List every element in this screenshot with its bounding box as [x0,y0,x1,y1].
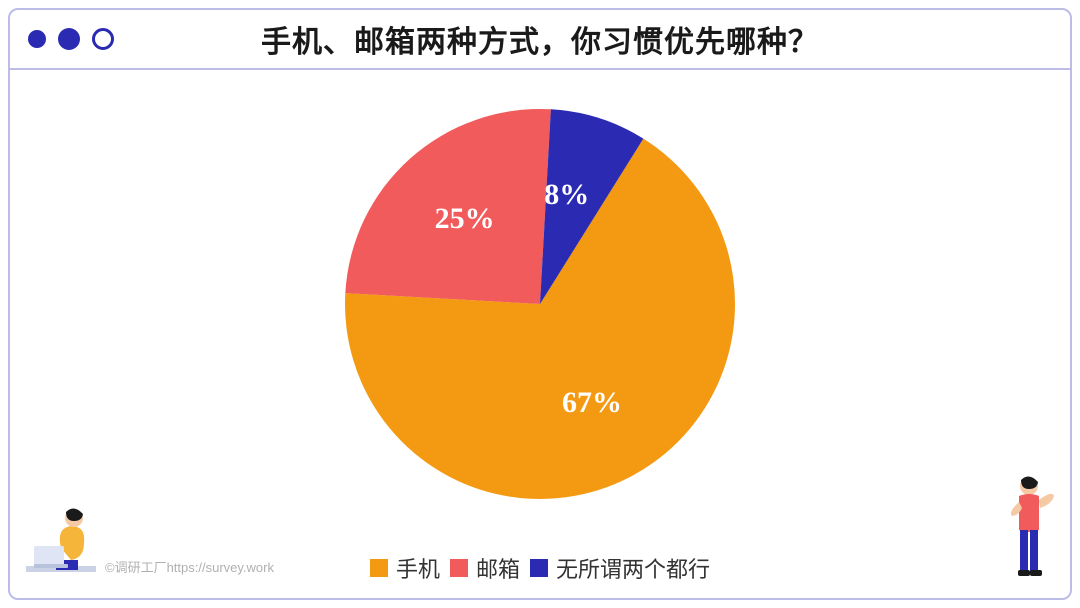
pie-svg [340,104,740,504]
legend-label: 手机 [396,552,440,584]
legend-item: 手机 [370,552,440,584]
window-frame: 手机、邮箱两种方式，你习惯优先哪种？ 67%25%8% 手机邮箱无所谓两个都行 … [8,8,1072,600]
attribution-text: ©调研工厂https://survey.work [105,557,274,576]
pie-chart: 67%25%8% [340,104,740,504]
titlebar: 手机、邮箱两种方式，你习惯优先哪种？ [10,10,1070,70]
dot-icon [28,30,46,48]
window-dots [28,28,114,50]
person-laptop-illustration [16,488,116,588]
legend-label: 无所谓两个都行 [556,552,710,584]
legend-item: 邮箱 [450,552,520,584]
legend-swatch [370,559,388,577]
legend-swatch [450,559,468,577]
pie-slice-email [345,109,551,304]
chart-area: 67%25%8% [10,90,1070,518]
person-waving-illustration [994,468,1064,588]
page-title: 手机、邮箱两种方式，你习惯优先哪种？ [10,17,1070,61]
dot-icon [58,28,80,50]
dot-outline-icon [92,28,114,50]
legend-label: 邮箱 [476,552,520,584]
legend-item: 无所谓两个都行 [530,552,710,584]
legend-swatch [530,559,548,577]
